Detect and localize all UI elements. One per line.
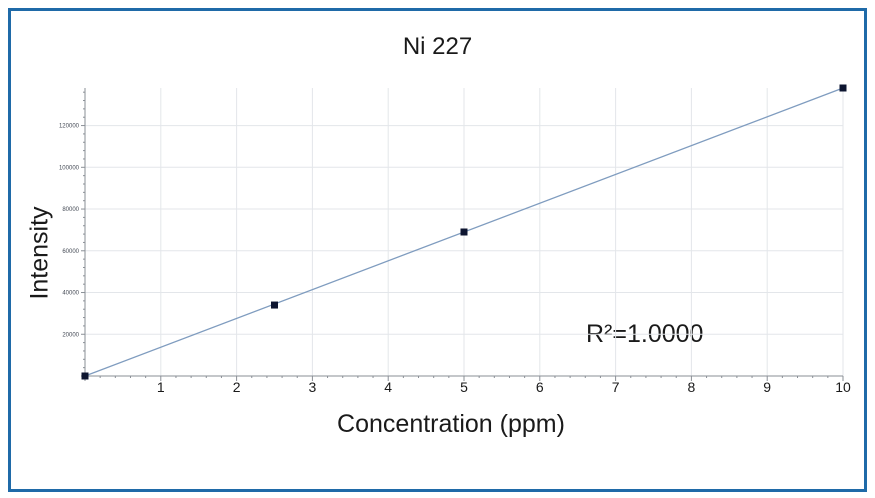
y-tick-label: 40000 [62,291,79,297]
data-point [271,301,278,309]
y-tick-label: 80000 [62,207,79,213]
y-tick-label: 120000 [59,124,80,130]
x-tick-label: 10 [835,379,851,395]
y-tick-label: 100000 [59,165,80,171]
x-tick-label: 3 [309,379,317,395]
x-tick-label: 8 [688,379,696,395]
chart-frame [8,8,867,492]
x-tick-label: 7 [612,379,620,395]
x-tick-label: 2 [233,379,241,395]
data-point [839,84,847,92]
x-tick-label: 1 [157,379,165,395]
x-tick-label: 6 [536,379,544,395]
data-point [81,372,89,380]
x-tick-label: 5 [460,379,468,395]
y-tick-label: 60000 [62,249,79,255]
chart-title: Ni 227 [402,33,473,60]
x-tick-label: 9 [763,379,771,395]
data-point [460,228,468,236]
x-axis-label: Concentration (ppm) [337,410,565,438]
x-tick-label: 4 [384,379,392,395]
y-tick-label: 20000 [62,332,79,338]
